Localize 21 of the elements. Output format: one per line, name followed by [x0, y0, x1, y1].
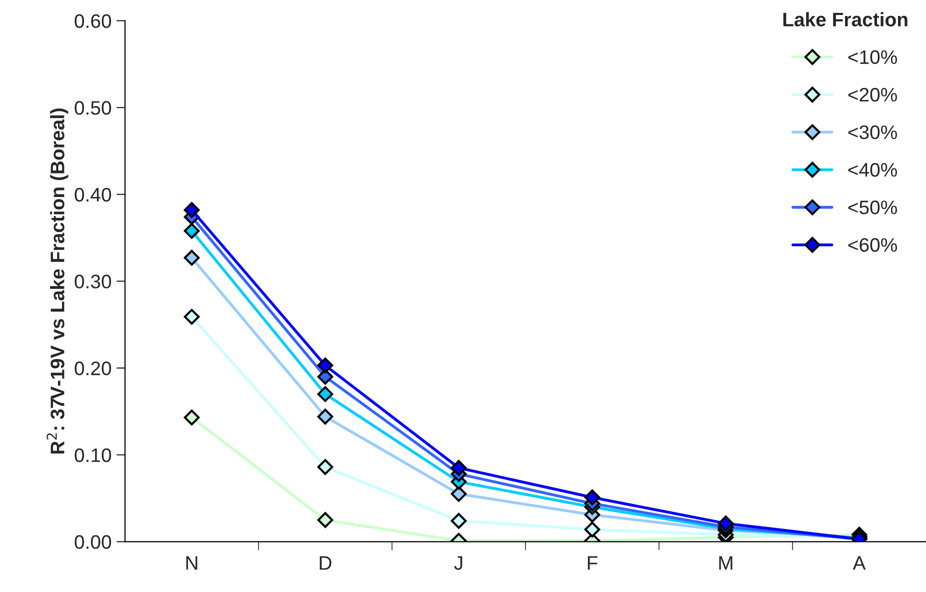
y-tick-label: 0.30 — [74, 274, 112, 288]
legend-label: <50% — [848, 200, 897, 214]
legend-label: <10% — [848, 50, 897, 64]
x-tick-label: J — [454, 556, 462, 570]
x-tick-label: D — [320, 556, 332, 570]
x-tick-label: M — [719, 556, 732, 570]
y-tick-label: 0.50 — [74, 101, 112, 115]
x-tick-label: A — [852, 556, 866, 570]
y-tick-label: 0.60 — [74, 14, 112, 28]
y-tick-label: 0.10 — [74, 448, 112, 462]
x-tick-label: N — [186, 556, 198, 570]
y-tick-label: 0.00 — [74, 535, 112, 549]
legend-label: <20% — [848, 88, 897, 102]
legend-label: <60% — [848, 238, 897, 252]
x-tick-label: F — [588, 556, 598, 570]
legend-title: Lake Fraction — [783, 12, 908, 26]
legend-label: <30% — [848, 125, 897, 140]
y-tick-label: 0.40 — [74, 188, 112, 202]
legend-label: <40% — [848, 162, 897, 177]
y-tick-label: 0.20 — [74, 361, 112, 376]
y-axis-title: R$^{2}$: 37V-19V vs Lake Fraction (Boreal) — [46, 108, 68, 454]
